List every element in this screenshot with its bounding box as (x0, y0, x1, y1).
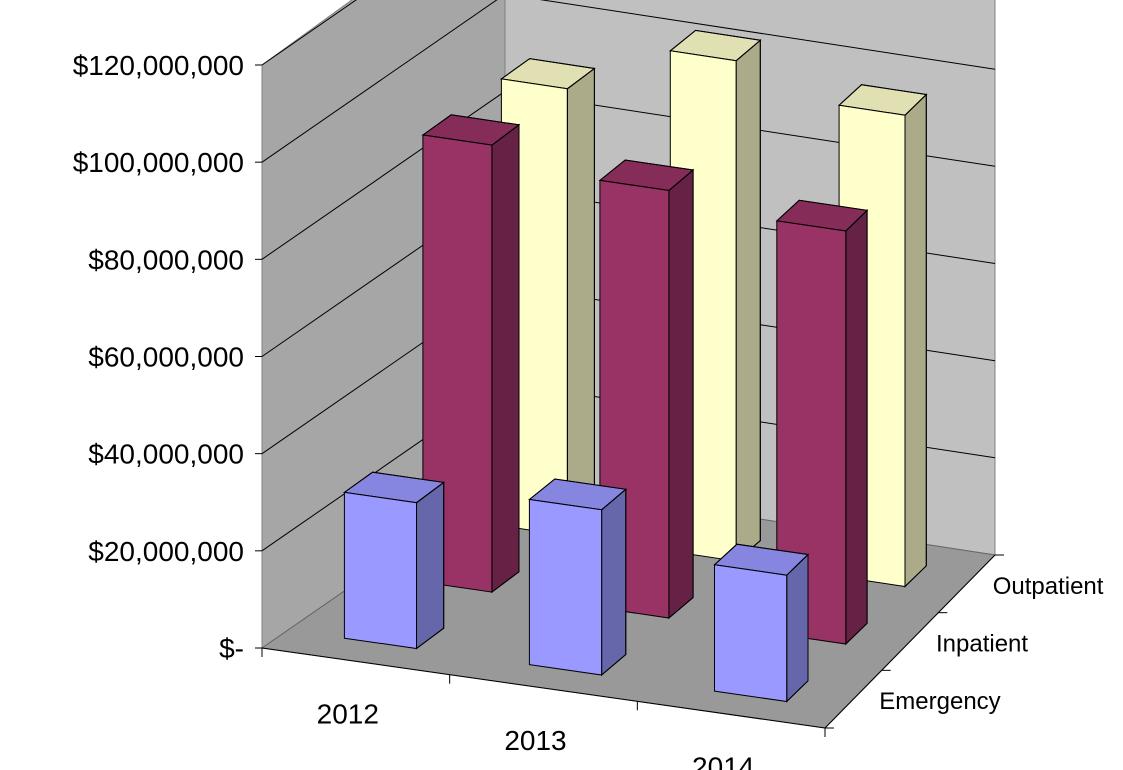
series-axis-line (824, 554, 996, 729)
gridline (261, 0, 996, 163)
bar-front-face (776, 220, 847, 645)
axes (261, 554, 1004, 737)
bar-side-shade (601, 488, 627, 677)
y-tick-label: $40,000,000 (88, 439, 244, 470)
x-axis-line (261, 647, 826, 729)
bar-inpatient-2012 (421, 114, 521, 594)
x-tick-label: 2012 (317, 698, 379, 729)
bar-side-shade (416, 481, 445, 650)
bar-front-face (343, 491, 417, 650)
y-tick-label: $- (219, 633, 244, 664)
bar-side-shade (566, 67, 595, 537)
x-axis-labels: 2012 2013 2014 (317, 698, 755, 770)
bar-emergency-2012 (343, 471, 445, 650)
bar-side-shade (491, 123, 520, 594)
bar-side-shade (735, 39, 761, 563)
y-tick-label: $60,000,000 (88, 342, 244, 373)
bar-inpatient-2014 (775, 199, 869, 646)
y-tick-label: $20,000,000 (88, 536, 244, 567)
bar-front-face (714, 564, 788, 703)
bar-side-shade (786, 553, 809, 703)
y-axis-labels: $- $20,000,000 $40,000,000 $60,000,000 $80,0… (73, 50, 244, 664)
bars (343, 29, 928, 703)
series-axis-labels: Emergency Inpatient Outpatient (879, 573, 1103, 715)
y-tick-label: $120,000,000 (73, 50, 244, 81)
series-label: Inpatient (936, 631, 1028, 658)
bar-emergency-2013 (528, 478, 627, 677)
bar-front-face (422, 134, 493, 593)
gridline (261, 0, 357, 66)
x-tick-label: 2014 (692, 752, 754, 770)
y-tick-label: $100,000,000 (73, 147, 244, 178)
y-tick-label: $80,000,000 (88, 244, 244, 275)
bar-emergency-2014 (713, 543, 810, 703)
x-tick-label: 2013 (504, 725, 566, 756)
bar-side-shade (845, 209, 868, 646)
bar-side-shade (904, 93, 927, 588)
series-label: Outpatient (993, 573, 1104, 600)
series-label: Emergency (879, 688, 1000, 715)
bar-side-shade (668, 168, 694, 620)
bar-front-face (528, 498, 603, 676)
